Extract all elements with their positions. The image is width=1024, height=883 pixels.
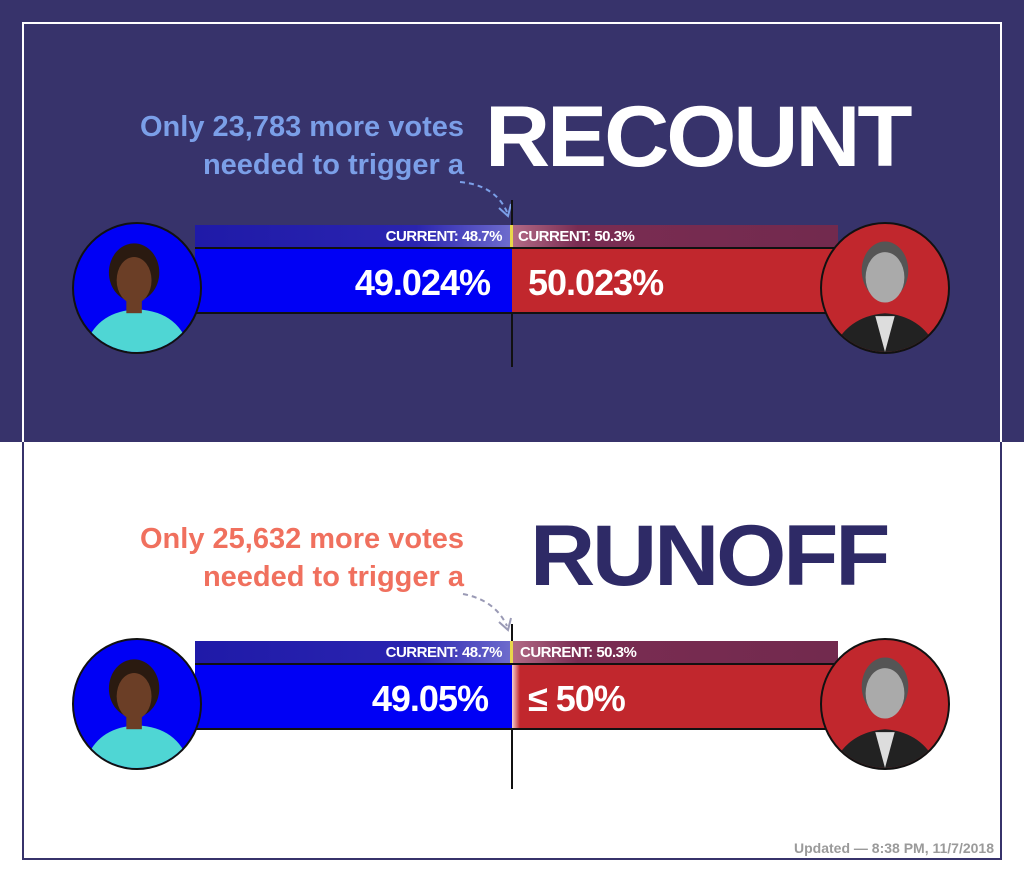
right-current-strip bbox=[513, 225, 838, 248]
right-value: 50.023% bbox=[528, 262, 664, 303]
left-current-label: CURRENT: 48.7% bbox=[385, 644, 503, 661]
recount-arrow-icon bbox=[459, 181, 512, 218]
runoff-lead-text: Only 25,632 more votes needed to trigger… bbox=[4, 520, 464, 596]
runoff-lead-line2: needed to trigger a bbox=[202, 561, 464, 593]
left-candidate-photo bbox=[72, 638, 202, 770]
left-value: 49.024% bbox=[354, 262, 491, 303]
right-candidate-photo bbox=[820, 638, 950, 770]
right-current-label: CURRENT: 50.3% bbox=[520, 644, 637, 661]
right-bar bbox=[512, 247, 838, 314]
right-current-label: CURRENT: 50.3% bbox=[518, 228, 635, 245]
updated-timestamp: Updated — 8:38 PM, 11/7/2018 bbox=[794, 840, 994, 856]
right-current-strip bbox=[513, 641, 838, 664]
current-marker bbox=[510, 225, 513, 248]
left-current-strip bbox=[195, 225, 511, 248]
recount-lead-text: Only 23,783 more votes needed to trigger… bbox=[4, 108, 464, 184]
right-candidate-photo bbox=[820, 222, 950, 354]
left-candidate-photo bbox=[72, 222, 202, 354]
left-value: 49.05% bbox=[371, 678, 489, 719]
recount-bar: CURRENT: 48.7% CURRENT: 50.3% 49.024% 50… bbox=[0, 200, 1024, 400]
runoff-lead-line1: Only 25,632 more votes bbox=[140, 523, 464, 555]
recount-lead-line2: needed to trigger a bbox=[202, 149, 464, 181]
recount-lead-line1: Only 23,783 more votes bbox=[140, 111, 464, 143]
runoff-arrow-icon bbox=[462, 593, 512, 632]
runoff-title: RUNOFF bbox=[530, 508, 890, 604]
recount-title: RECOUNT bbox=[485, 89, 913, 185]
runoff-bar: CURRENT: 48.7% CURRENT: 50.3% 49.05% ≤ 5… bbox=[0, 616, 1024, 816]
left-bar bbox=[195, 663, 512, 730]
right-value: ≤ 50% bbox=[528, 678, 626, 719]
current-marker bbox=[510, 641, 513, 664]
frame-border-bottom bbox=[22, 442, 1002, 860]
right-bar bbox=[512, 663, 838, 730]
left-bar bbox=[195, 247, 512, 314]
left-current-label: CURRENT: 48.7% bbox=[385, 228, 503, 245]
left-current-strip bbox=[195, 641, 511, 664]
